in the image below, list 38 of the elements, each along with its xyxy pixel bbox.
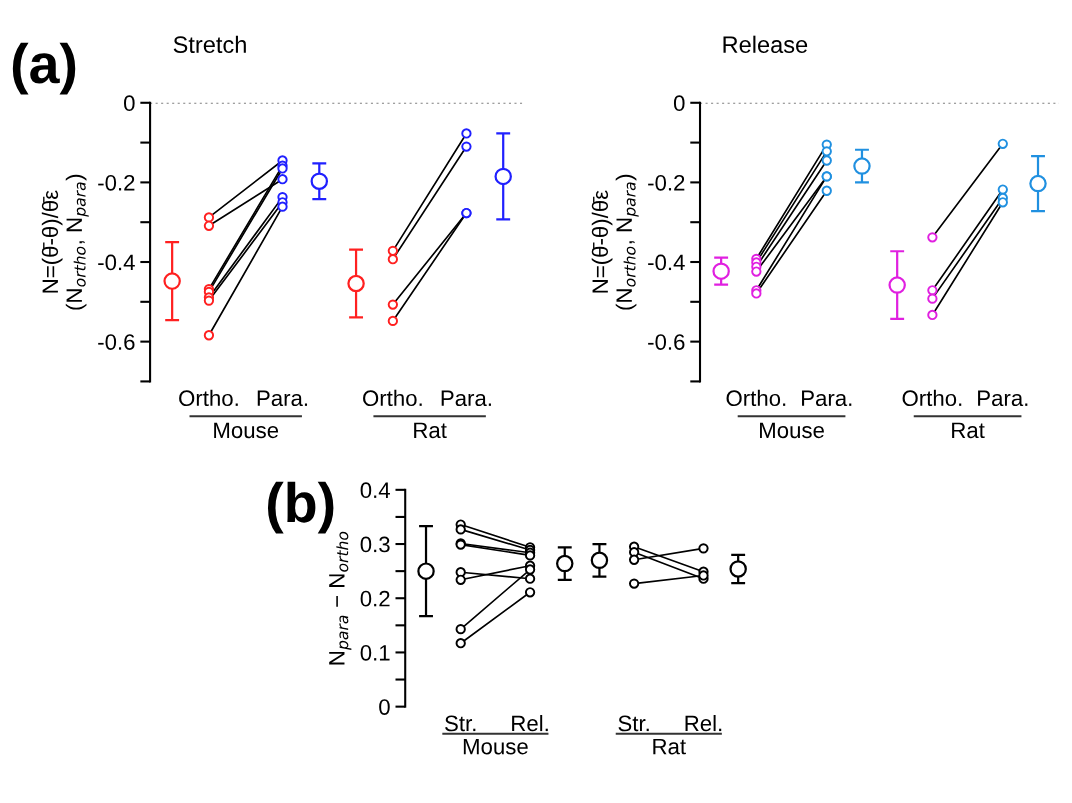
y-tick-label: 0 — [379, 699, 390, 715]
text: Rat — [952, 422, 985, 439]
x-tick-label: Ortho. — [363, 389, 422, 407]
x-tick-label: Ortho. — [726, 389, 786, 407]
y-axis-title: N$_{para}$ − N$_{ortho}$ — [329, 531, 352, 665]
y-tick-label: 0 — [673, 95, 685, 112]
y-tick-label: 0.2 — [360, 590, 390, 607]
x-tick-label: Para. — [257, 390, 308, 407]
y-tick-label: -0.4 — [98, 254, 135, 271]
text: (a) — [12, 42, 76, 95]
y-tick-label: -0.6 — [98, 334, 135, 350]
x-tick-label: Rel. — [512, 714, 548, 732]
y-tick-label: 0.3 — [360, 536, 390, 553]
text: Rat — [414, 422, 447, 439]
y-tick-label: 0.4 — [360, 482, 390, 499]
text: Mouse — [760, 422, 824, 439]
chart-title: Stretch — [173, 35, 246, 54]
y-axis-title: N=(θ̄-θ)/θ̄ε (N$_{ortho}$, N$_{para}$) — [591, 174, 639, 310]
y-tick-label: 0 — [124, 95, 135, 112]
x-tick-label: Rel. — [685, 714, 722, 732]
text: Mouse — [214, 422, 279, 439]
y-tick-label: -0.2 — [98, 174, 135, 191]
y-tick-label: -0.6 — [648, 334, 685, 350]
x-tick-label: Str. — [618, 715, 649, 732]
y-tick-label: -0.4 — [648, 254, 685, 271]
x-tick-label: Para. — [802, 390, 852, 407]
chart-title: Release — [723, 35, 808, 54]
text: Rat — [653, 738, 686, 755]
y-tick-label: 0.1 — [360, 644, 390, 661]
x-tick-label: Ortho. — [902, 389, 962, 407]
x-tick-label: Para. — [441, 390, 491, 407]
x-tick-label: Para. — [978, 390, 1028, 407]
x-tick-label: Ortho. — [179, 389, 238, 407]
y-tick-label: -0.2 — [648, 174, 685, 191]
y-axis-title: N=(θ̄-θ)/θ̄ε (N$_{ortho}$, N$_{para}$) — [41, 174, 89, 310]
text: (b) — [267, 481, 334, 534]
text: Mouse — [463, 738, 528, 755]
x-tick-label: Str. — [445, 715, 476, 732]
